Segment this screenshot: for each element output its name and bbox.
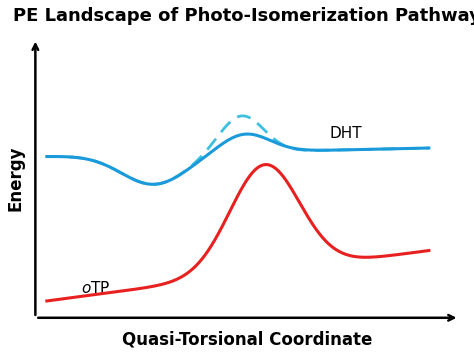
Text: DHT: DHT — [329, 126, 362, 141]
X-axis label: Quasi-Torsional Coordinate: Quasi-Torsional Coordinate — [122, 330, 373, 348]
Text: $o$TP: $o$TP — [81, 280, 110, 296]
Title: PE Landscape of Photo-Isomerization Pathway: PE Landscape of Photo-Isomerization Path… — [13, 7, 474, 25]
Y-axis label: Energy: Energy — [7, 146, 25, 211]
